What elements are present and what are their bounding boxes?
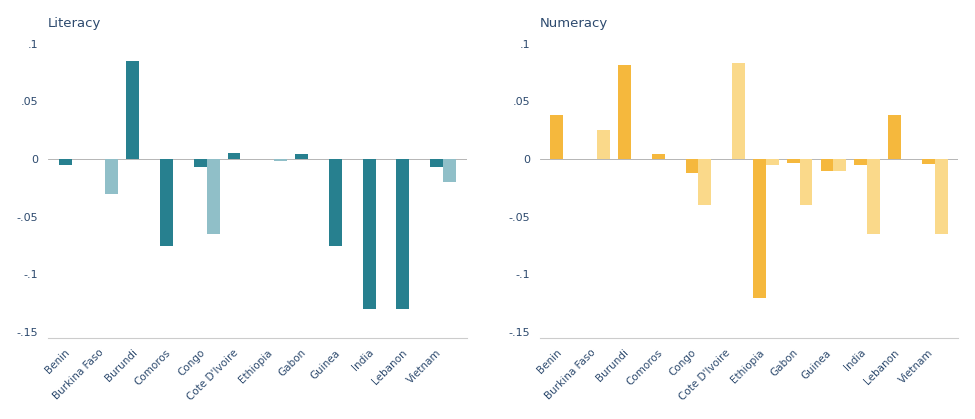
Bar <box>397 159 410 309</box>
Bar <box>651 155 665 159</box>
Bar <box>329 159 342 246</box>
Text: Numeracy: Numeracy <box>540 17 608 30</box>
Bar <box>274 159 287 161</box>
Bar <box>58 159 71 165</box>
Bar <box>732 63 745 159</box>
Bar <box>867 159 880 234</box>
Bar <box>194 159 207 167</box>
Bar <box>105 159 118 194</box>
Bar <box>935 159 948 234</box>
Bar <box>834 159 846 171</box>
Bar <box>821 159 834 171</box>
Bar <box>295 155 308 159</box>
Bar <box>698 159 711 205</box>
Bar <box>888 115 901 159</box>
Bar <box>787 159 800 163</box>
Bar <box>551 115 564 159</box>
Text: Literacy: Literacy <box>48 17 101 30</box>
Bar <box>597 130 610 159</box>
Bar <box>753 159 766 297</box>
Bar <box>127 61 139 159</box>
Bar <box>160 159 173 246</box>
Bar <box>922 159 935 164</box>
Bar <box>800 159 812 205</box>
Bar <box>618 65 631 159</box>
Bar <box>685 159 698 173</box>
Bar <box>227 153 241 159</box>
Bar <box>207 159 219 234</box>
Bar <box>363 159 375 309</box>
Bar <box>443 159 456 182</box>
Bar <box>766 159 779 165</box>
Bar <box>430 159 443 167</box>
Bar <box>854 159 867 165</box>
